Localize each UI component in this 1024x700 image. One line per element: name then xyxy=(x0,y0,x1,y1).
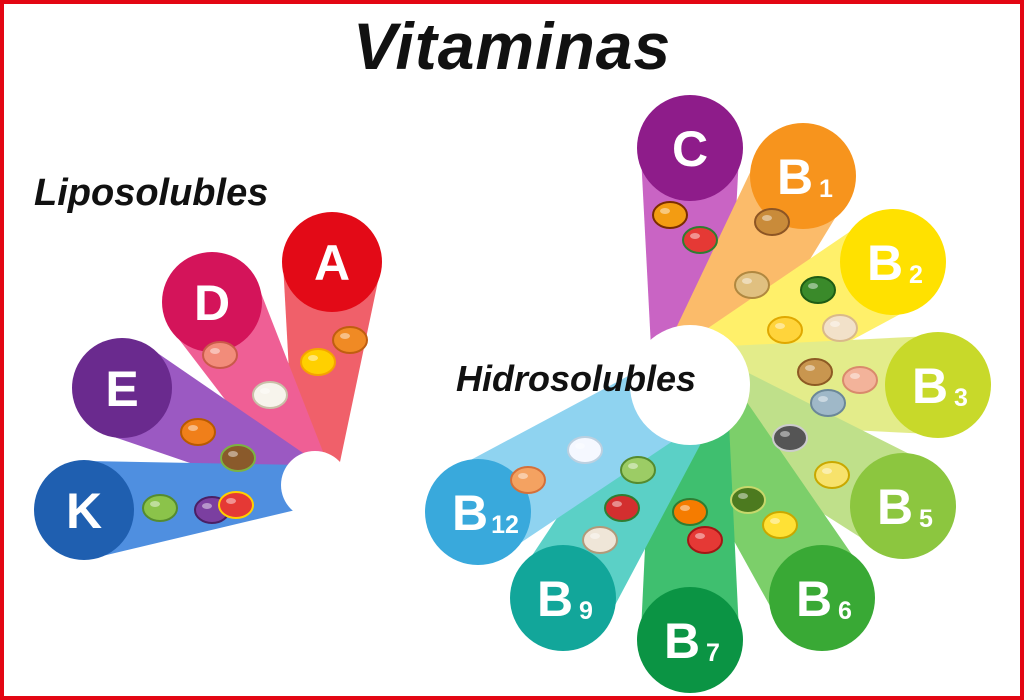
vitamin-bubble xyxy=(885,332,991,438)
vitamin-bubble xyxy=(750,123,856,229)
vitamin-bubble xyxy=(769,545,875,651)
vitamin-letter: B xyxy=(867,235,903,291)
vitamin-letter: E xyxy=(105,361,138,417)
milk-bottle-icon xyxy=(567,436,603,464)
vitamin-bubble xyxy=(72,338,172,438)
vitamin-bubble xyxy=(162,252,262,352)
sunflower-seed-icon xyxy=(772,424,808,452)
bread-icon xyxy=(754,208,790,236)
lettuce-icon xyxy=(620,456,656,484)
vitamin-letter: B xyxy=(877,479,913,535)
vitamin-subscript: 3 xyxy=(954,384,968,412)
apricot-icon xyxy=(332,326,368,354)
vitamin-bubble xyxy=(510,545,616,651)
vitamin-subscript: 1 xyxy=(819,175,833,203)
pumpkin-icon xyxy=(180,418,216,446)
vitamin-letter: B xyxy=(796,571,832,627)
vitamin-subscript: 9 xyxy=(579,597,593,625)
mushroom-icon xyxy=(582,526,618,554)
vitamin-bubble xyxy=(840,209,946,315)
ray-k xyxy=(78,460,302,560)
vitamin-d: D xyxy=(162,252,262,352)
lemon-icon xyxy=(300,348,336,376)
shrimp-icon xyxy=(510,466,546,494)
vitamin-letter: B xyxy=(912,358,948,414)
peanut-icon xyxy=(797,358,833,386)
hidrosolubles-label: Hidrosolubles xyxy=(456,358,697,399)
vitamin-bubble xyxy=(850,453,956,559)
vitamin-subscript: 6 xyxy=(838,597,852,625)
vitamin-letter: B xyxy=(777,149,813,205)
vitamin-bubble xyxy=(637,95,743,201)
vitamin-b12: B 12 xyxy=(425,459,531,565)
vitamin-bubble xyxy=(425,459,531,565)
chicken-icon xyxy=(842,366,878,394)
food-icons xyxy=(142,201,878,554)
liposolubles-label: Liposolubles xyxy=(34,172,269,214)
papaya-icon xyxy=(652,201,688,229)
vitamin-letter: A xyxy=(314,235,350,291)
vitamin-subscript: 5 xyxy=(919,505,933,533)
vitamin-subscript: 7 xyxy=(706,639,720,667)
vitamin-e: E xyxy=(72,338,172,438)
kiwi-icon xyxy=(220,444,256,472)
strawberry-icon xyxy=(604,494,640,522)
vitamin-letter: B xyxy=(537,571,573,627)
vitamin-bubble xyxy=(637,587,743,693)
vitamin-k: K xyxy=(34,460,134,560)
egg-icon xyxy=(822,314,858,342)
olive-oil-icon xyxy=(814,461,850,489)
potato-icon xyxy=(734,271,770,299)
vitamin-letter: D xyxy=(194,275,230,331)
vitamin-subscript: 2 xyxy=(909,261,923,289)
cheese-icon xyxy=(767,316,803,344)
vitamin-letter: B xyxy=(452,485,488,541)
liposolubles-hub xyxy=(281,451,349,519)
page-title: Vitaminas xyxy=(352,9,672,83)
avocado-icon xyxy=(730,486,766,514)
pear-icon xyxy=(142,494,178,522)
vitamin-letter: C xyxy=(672,121,708,177)
hidrosolubles-hub xyxy=(630,325,750,445)
watermelon-icon xyxy=(682,226,718,254)
hidrosolubles-fan: C B 1B 2B 3B 5B 6B 7B 9B 12 xyxy=(425,95,991,693)
vitamin-subscript: 12 xyxy=(491,511,519,539)
vitamin-c: C xyxy=(637,95,743,201)
vitamin-a: A xyxy=(282,212,382,312)
vitamin-bubble xyxy=(34,460,134,560)
carrot-icon xyxy=(672,498,708,526)
fish-icon xyxy=(810,389,846,417)
pepper-icon xyxy=(218,491,254,519)
salmon-icon xyxy=(202,341,238,369)
tomato-icon xyxy=(687,526,723,554)
vitamin-bubble xyxy=(282,212,382,312)
banana-icon xyxy=(762,511,798,539)
vitamin-letter: B xyxy=(664,613,700,669)
vitamin-letter: K xyxy=(66,483,102,539)
broccoli-icon xyxy=(800,276,836,304)
milk-icon xyxy=(252,381,288,409)
